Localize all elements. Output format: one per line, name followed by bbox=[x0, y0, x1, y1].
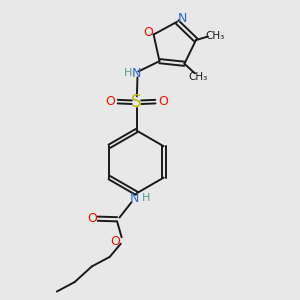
Text: N: N bbox=[130, 192, 139, 205]
Text: N: N bbox=[178, 12, 187, 25]
Text: O: O bbox=[87, 212, 97, 225]
Text: S: S bbox=[131, 93, 142, 111]
Text: O: O bbox=[158, 95, 168, 108]
Text: O: O bbox=[111, 235, 121, 248]
Text: H: H bbox=[142, 194, 151, 203]
Text: O: O bbox=[143, 26, 153, 39]
Text: O: O bbox=[105, 95, 115, 108]
Text: CH₃: CH₃ bbox=[205, 31, 224, 40]
Text: H: H bbox=[124, 68, 132, 78]
Text: N: N bbox=[132, 67, 142, 80]
Text: CH₃: CH₃ bbox=[188, 72, 208, 82]
